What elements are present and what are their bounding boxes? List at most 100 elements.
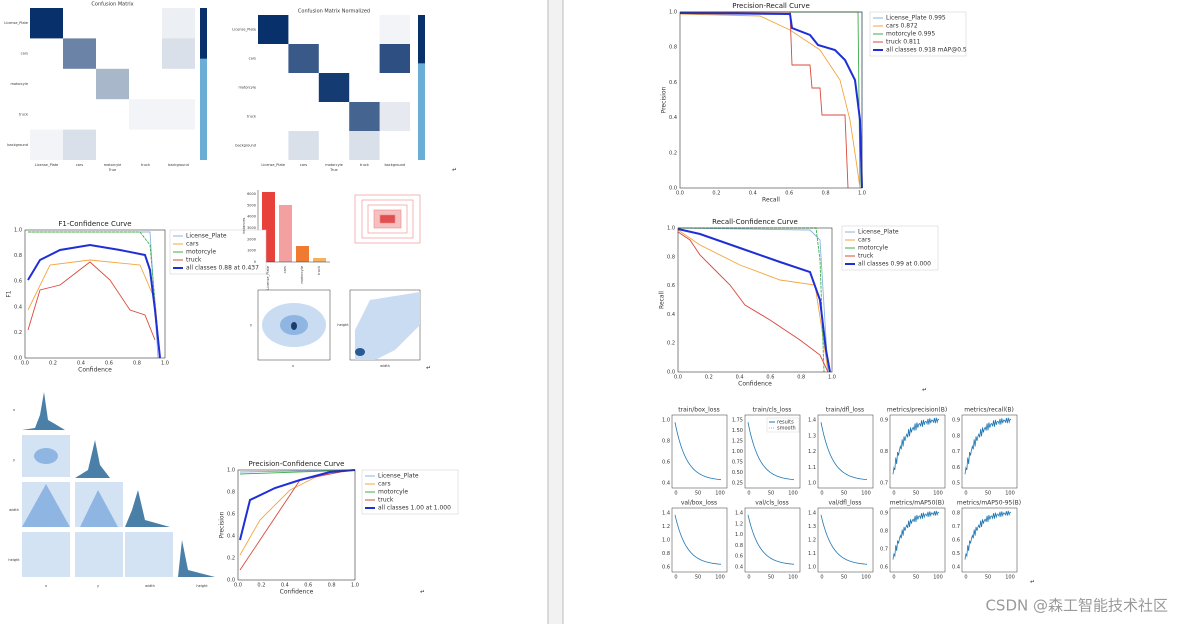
x-tick-label: 0.6 bbox=[766, 375, 774, 381]
paragraph-mark: ↵ bbox=[452, 167, 457, 174]
y-tick-label: 1.0 bbox=[14, 228, 22, 234]
y-tick-label: 0.2 bbox=[14, 330, 22, 336]
result-curve bbox=[964, 417, 1012, 475]
x-tick-label: 0.0 bbox=[234, 583, 242, 589]
x-tick-label: 0.2 bbox=[49, 361, 57, 367]
cm-row-label: background bbox=[235, 144, 256, 148]
y-tick-label: 1.1 bbox=[808, 465, 816, 471]
result-curve bbox=[820, 514, 868, 565]
legend-label: all classes 0.99 at 0.000 bbox=[858, 261, 931, 268]
y-tick-label: 1.2 bbox=[808, 538, 816, 544]
x-tick-label: 0.0 bbox=[676, 191, 684, 197]
x-tick-label: 100 bbox=[933, 491, 943, 497]
x-axis-label: y bbox=[97, 584, 99, 588]
bar bbox=[279, 205, 292, 262]
result-curve bbox=[892, 510, 940, 560]
x-tick-label: 100 bbox=[715, 575, 725, 581]
axes bbox=[24, 229, 166, 359]
cm-col-label: truck bbox=[141, 163, 151, 167]
axes bbox=[679, 11, 863, 189]
x-tick-label: 50 bbox=[768, 491, 774, 497]
legend-label: truck bbox=[858, 253, 874, 260]
page-gap bbox=[548, 0, 563, 624]
x-tick-label: 0 bbox=[964, 491, 967, 497]
x-tick-label: 1.0 bbox=[858, 191, 866, 197]
y-tick-label: 0.8 bbox=[669, 45, 677, 51]
axes bbox=[671, 414, 728, 489]
y-tick-label: 5000 bbox=[247, 203, 256, 207]
curves bbox=[27, 11, 863, 571]
y-tick-label: 0.6 bbox=[14, 279, 22, 285]
y-tick-label: 0.75 bbox=[732, 460, 743, 466]
result-curve bbox=[674, 514, 722, 565]
cm-cell bbox=[379, 102, 410, 131]
x-tick-label: 0.2 bbox=[712, 191, 720, 197]
x-tick-label: 0.4 bbox=[281, 583, 289, 589]
cm-cell bbox=[63, 38, 96, 69]
cm-col-label: background bbox=[168, 163, 189, 167]
result-curve bbox=[892, 417, 940, 475]
curve bbox=[239, 471, 341, 571]
y-tick-label: 1.0 bbox=[808, 565, 816, 571]
result-curve bbox=[747, 422, 795, 481]
x-tick-label: motorcyle bbox=[300, 266, 304, 284]
curve bbox=[239, 469, 356, 556]
y-tick-label: 0.7 bbox=[952, 524, 960, 530]
y-tick-label: 0.9 bbox=[952, 418, 960, 424]
x-tick-label: 50 bbox=[985, 575, 991, 581]
y-tick-label: 0.8 bbox=[227, 490, 235, 496]
cm-row-label: motorcyle bbox=[10, 82, 28, 86]
cm-row-label: License_Plate bbox=[232, 28, 256, 32]
y-tick-label: 1.4 bbox=[808, 418, 816, 424]
curve bbox=[677, 229, 829, 373]
y-tick-label: 1.0 bbox=[735, 532, 743, 538]
y-tick-label: 0.9 bbox=[880, 511, 888, 517]
y-tick-label: 0.8 bbox=[952, 433, 960, 439]
colorbar-top bbox=[418, 15, 425, 64]
legend-label: all classes 0.88 at 0.437 bbox=[186, 265, 259, 272]
bar bbox=[296, 246, 309, 262]
curve bbox=[677, 228, 831, 373]
curve bbox=[27, 243, 161, 359]
y-tick-label: 0.5 bbox=[952, 551, 960, 557]
x-tick-label: 0 bbox=[820, 491, 823, 497]
legend-label: License_Plate bbox=[186, 233, 227, 240]
x-axis-label: height bbox=[196, 584, 208, 588]
curve bbox=[28, 231, 159, 359]
y-tick-label: 1.3 bbox=[808, 433, 816, 439]
x-tick-label: 100 bbox=[788, 575, 798, 581]
y-axis-label: Precision bbox=[219, 511, 226, 538]
x-axis-label: Recall bbox=[762, 197, 780, 204]
x-tick-label: 50 bbox=[768, 575, 774, 581]
cm-cell bbox=[349, 102, 380, 131]
y-tick-label: 1.0 bbox=[669, 10, 677, 16]
colorbar bbox=[418, 15, 425, 160]
result-curve bbox=[820, 422, 868, 481]
legend-label: truck 0.811 bbox=[886, 39, 921, 46]
y-tick-label: 0.2 bbox=[667, 341, 675, 347]
cm-cell bbox=[96, 68, 129, 100]
y-tick-label: 0.4 bbox=[14, 304, 22, 310]
x-tick-label: 0 bbox=[674, 491, 677, 497]
paragraph-mark: ↵ bbox=[420, 589, 425, 596]
x-tick-label: 0 bbox=[747, 491, 750, 497]
panel-title: metrics/mAP50(B) bbox=[890, 500, 944, 507]
axes bbox=[817, 414, 874, 489]
legend-label: all classes 0.918 mAP@0.5 bbox=[886, 47, 967, 54]
labels-bar bbox=[257, 190, 330, 263]
y-axis-label: height bbox=[337, 323, 349, 327]
x-tick-label: 0.6 bbox=[105, 361, 113, 367]
y-tick-label: 1.0 bbox=[808, 481, 816, 487]
y-axis-label: x bbox=[13, 408, 15, 412]
curve bbox=[678, 227, 825, 373]
legend-label: motorcyle bbox=[186, 249, 216, 256]
colorbar-top bbox=[200, 8, 207, 59]
y-tick-label: 0.4 bbox=[669, 115, 677, 121]
y-axis-label: instances bbox=[242, 218, 246, 235]
axes bbox=[961, 414, 1018, 489]
paragraph-mark: ↵ bbox=[1030, 579, 1035, 586]
curve bbox=[680, 11, 849, 189]
legend-label: results bbox=[777, 420, 794, 426]
x-tick-label: 0.6 bbox=[304, 583, 312, 589]
x-tick-label: 1.0 bbox=[351, 583, 359, 589]
